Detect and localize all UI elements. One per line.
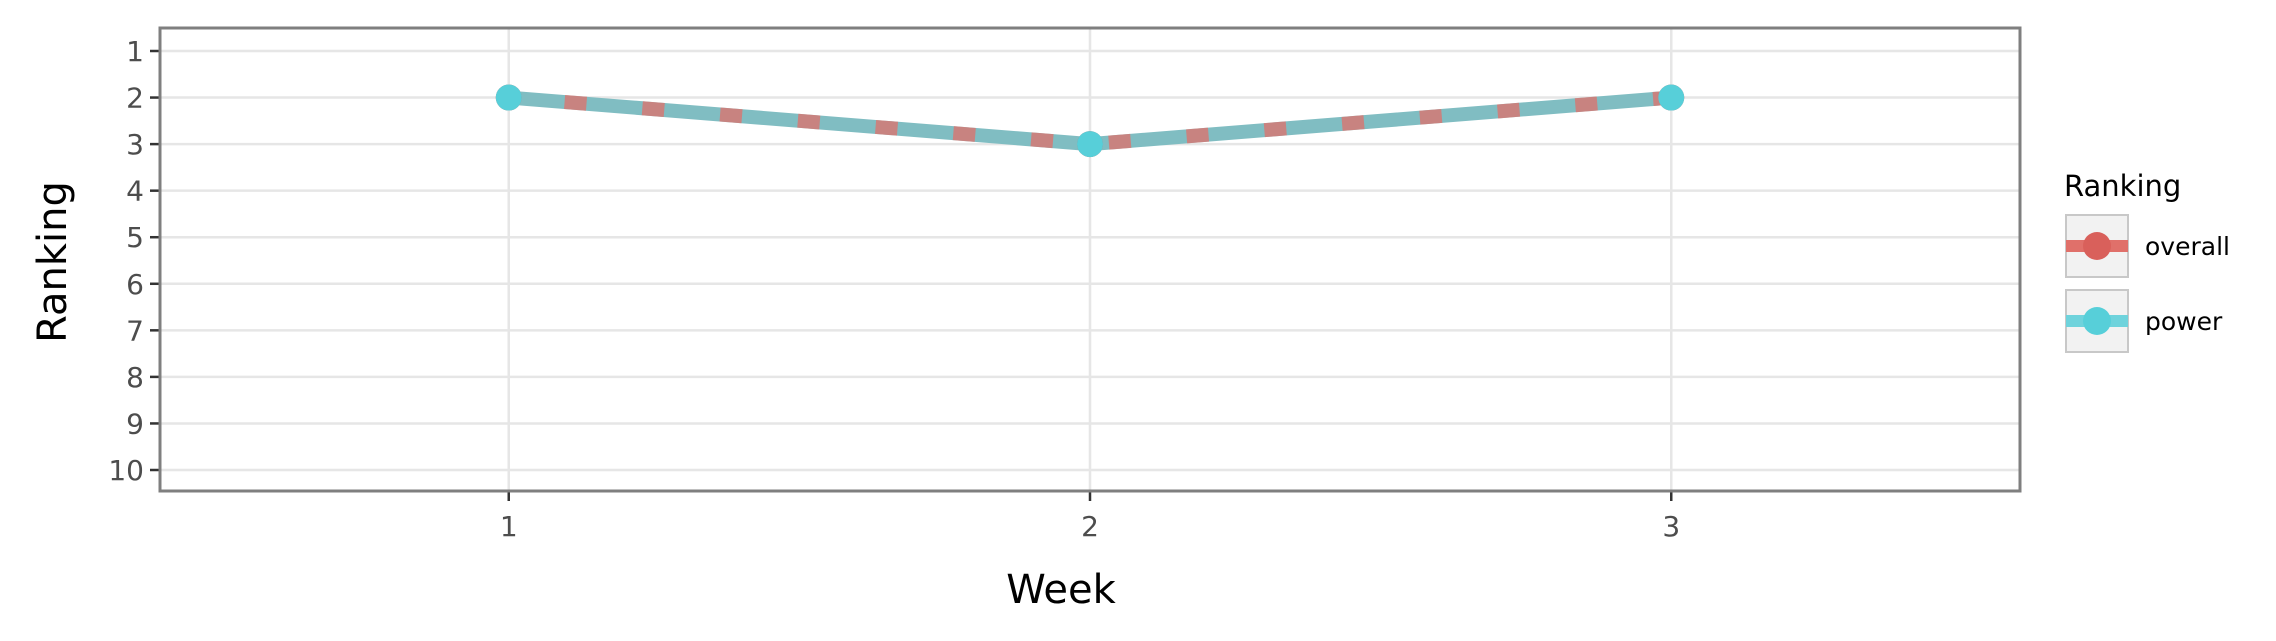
y-axis-title: Ranking <box>30 181 76 343</box>
x-tick-label: 3 <box>1662 510 1680 543</box>
x-tick-label: 1 <box>500 510 518 543</box>
legend-label-power: power <box>2145 307 2223 336</box>
y-tick-label: 1 <box>126 35 144 68</box>
legend-key-point <box>2083 307 2111 335</box>
legend-label-overall: overall <box>2145 232 2230 261</box>
data-point-power <box>1658 84 1685 111</box>
y-tick-label: 8 <box>126 361 144 394</box>
x-axis-title: Week <box>1006 567 1116 613</box>
data-points <box>495 84 1685 158</box>
legend-items: overall power <box>2065 214 2230 353</box>
y-tick-label: 5 <box>126 221 144 254</box>
x-tick-label: 2 <box>1081 510 1099 543</box>
y-tick-label: 7 <box>126 314 144 347</box>
legend-item-power: power <box>2065 289 2223 353</box>
y-tick-label: 10 <box>108 454 144 487</box>
legend-key-point <box>2083 232 2111 260</box>
y-tick-label: 6 <box>126 268 144 301</box>
y-tick-label: 2 <box>126 82 144 115</box>
legend-title: Ranking <box>2064 169 2181 203</box>
axes: 1 2 3 4 5 6 7 8 9 10 1 2 3 <box>108 35 1680 543</box>
grid-lines <box>160 28 2020 491</box>
data-point-power <box>1077 131 1103 158</box>
y-tick-label: 9 <box>126 407 144 440</box>
panel-border <box>158 26 2022 493</box>
legend-item-overall: overall <box>2065 214 2230 278</box>
y-tick-label: 3 <box>126 128 144 161</box>
y-tick-label: 4 <box>126 175 144 208</box>
legend: Ranking overall power <box>2064 169 2230 353</box>
data-point-power <box>495 84 522 111</box>
